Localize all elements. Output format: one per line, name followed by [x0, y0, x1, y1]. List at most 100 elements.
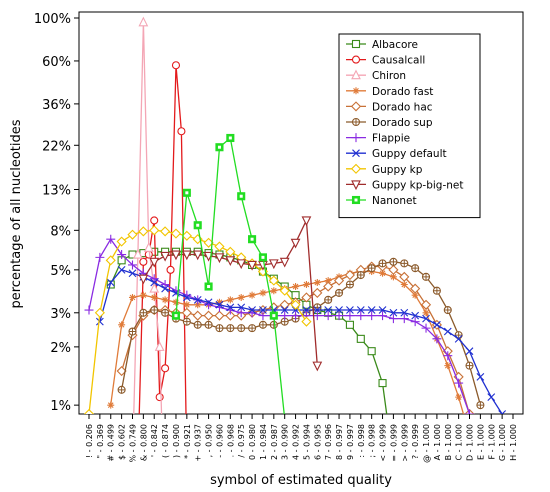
- legend-item: Dorado fast: [346, 86, 433, 98]
- data-point: [356, 334, 365, 343]
- data-point: [312, 287, 323, 298]
- marker-cross: [422, 273, 430, 281]
- data-point: [410, 317, 420, 327]
- y-tick-label: 22%: [42, 139, 71, 154]
- data-point: [226, 303, 235, 312]
- marker-inner: [228, 136, 232, 140]
- legend-item: Albacore: [346, 39, 418, 51]
- data-point: [181, 307, 192, 318]
- data-point: [259, 306, 267, 314]
- data-point: [128, 293, 136, 301]
- x-tick-label: $ - 0.602: [118, 424, 127, 460]
- marker-cross: [357, 271, 365, 279]
- legend-item: Nanonet: [346, 195, 417, 207]
- data-point: [433, 320, 441, 329]
- data-point: [95, 317, 104, 326]
- data-point: [400, 308, 409, 317]
- data-point: [214, 253, 225, 264]
- marker-inner: [207, 285, 211, 289]
- data-point: [335, 306, 343, 314]
- data-point: [95, 252, 105, 262]
- marker-inner: [272, 314, 276, 318]
- data-point: [352, 149, 360, 158]
- x-tick-label: 7 - 0.996: [324, 424, 333, 460]
- series-flappie: [84, 234, 475, 414]
- data-point: [454, 334, 463, 343]
- data-point: [259, 289, 267, 297]
- x-tick-label: F - 1.000: [487, 424, 496, 459]
- data-point: [279, 299, 290, 310]
- marker-cross: [194, 321, 202, 329]
- data-point: [105, 255, 116, 266]
- data-point: [333, 275, 345, 286]
- data-point: [225, 310, 236, 321]
- data-point: [143, 242, 154, 252]
- marker-cross: [379, 259, 387, 267]
- data-point: [225, 256, 236, 267]
- data-point: [465, 409, 475, 414]
- data-point: [106, 234, 116, 244]
- marker-cross: [237, 324, 245, 332]
- data-point: [192, 250, 203, 261]
- data-point: [351, 69, 361, 80]
- legend-item: Guppy kp-big-net: [346, 179, 463, 191]
- plot-frame: [78, 11, 524, 415]
- marker-cross: [205, 321, 213, 329]
- data-point: [138, 274, 149, 285]
- data-point: [291, 311, 301, 321]
- data-point: [292, 283, 300, 291]
- x-tick-label: ) - 0.900: [172, 424, 181, 458]
- y-tick-label: 3%: [50, 307, 71, 322]
- data-point: [356, 311, 366, 321]
- x-tick-label: . - 0.968: [226, 424, 235, 457]
- data-point: [204, 298, 213, 307]
- marker-inner: [354, 198, 358, 202]
- data-point: [302, 280, 310, 288]
- data-point: [367, 347, 376, 356]
- data-point: [290, 238, 301, 249]
- x-tick-label: / - 0.975: [237, 424, 246, 458]
- data-point: [138, 16, 149, 27]
- x-tick-label: D - 1.000: [466, 424, 475, 461]
- data-point: [399, 271, 410, 282]
- x-tick-label: 3 - 0.990: [281, 424, 290, 460]
- y-tick-label: 8%: [50, 224, 71, 239]
- marker-cross: [389, 258, 397, 266]
- data-point: [166, 265, 175, 274]
- legend-item: Guppy kp: [346, 163, 423, 176]
- data-point: [280, 306, 289, 314]
- legend-item: Chiron: [346, 69, 406, 82]
- data-point: [171, 286, 181, 296]
- data-point: [194, 301, 202, 309]
- data-point: [225, 246, 236, 257]
- legend-label: Chiron: [372, 70, 406, 82]
- data-point: [422, 314, 430, 323]
- legend-item: Causalcall: [346, 55, 425, 67]
- series-line: [120, 265, 471, 414]
- x-tick-label: G - 1.000: [498, 424, 507, 461]
- data-point: [127, 229, 138, 240]
- data-point: [247, 260, 257, 271]
- legend-label: Nanonet: [372, 195, 417, 207]
- legend-item: Guppy default: [346, 148, 447, 160]
- data-point: [258, 311, 268, 321]
- data-point: [177, 127, 186, 136]
- data-point: [378, 306, 387, 314]
- data-point: [400, 280, 408, 288]
- data-point: [367, 306, 376, 314]
- data-point: [302, 306, 311, 314]
- data-point: [351, 39, 361, 49]
- data-point: [411, 311, 420, 320]
- x-tick-label: 8 - 0.997: [335, 424, 344, 460]
- x-tick-label: H - 1.000: [509, 424, 518, 461]
- data-point: [352, 87, 360, 95]
- data-point: [455, 393, 463, 401]
- marker-cross: [335, 289, 343, 297]
- data-point: [270, 287, 278, 295]
- marker-cross: [476, 401, 484, 409]
- data-point: [94, 307, 105, 318]
- legend-label: Causalcall: [372, 55, 425, 67]
- series-dorado-sup: [117, 257, 485, 410]
- x-tick-label: : - 0.998: [357, 424, 366, 458]
- data-point: [268, 275, 279, 286]
